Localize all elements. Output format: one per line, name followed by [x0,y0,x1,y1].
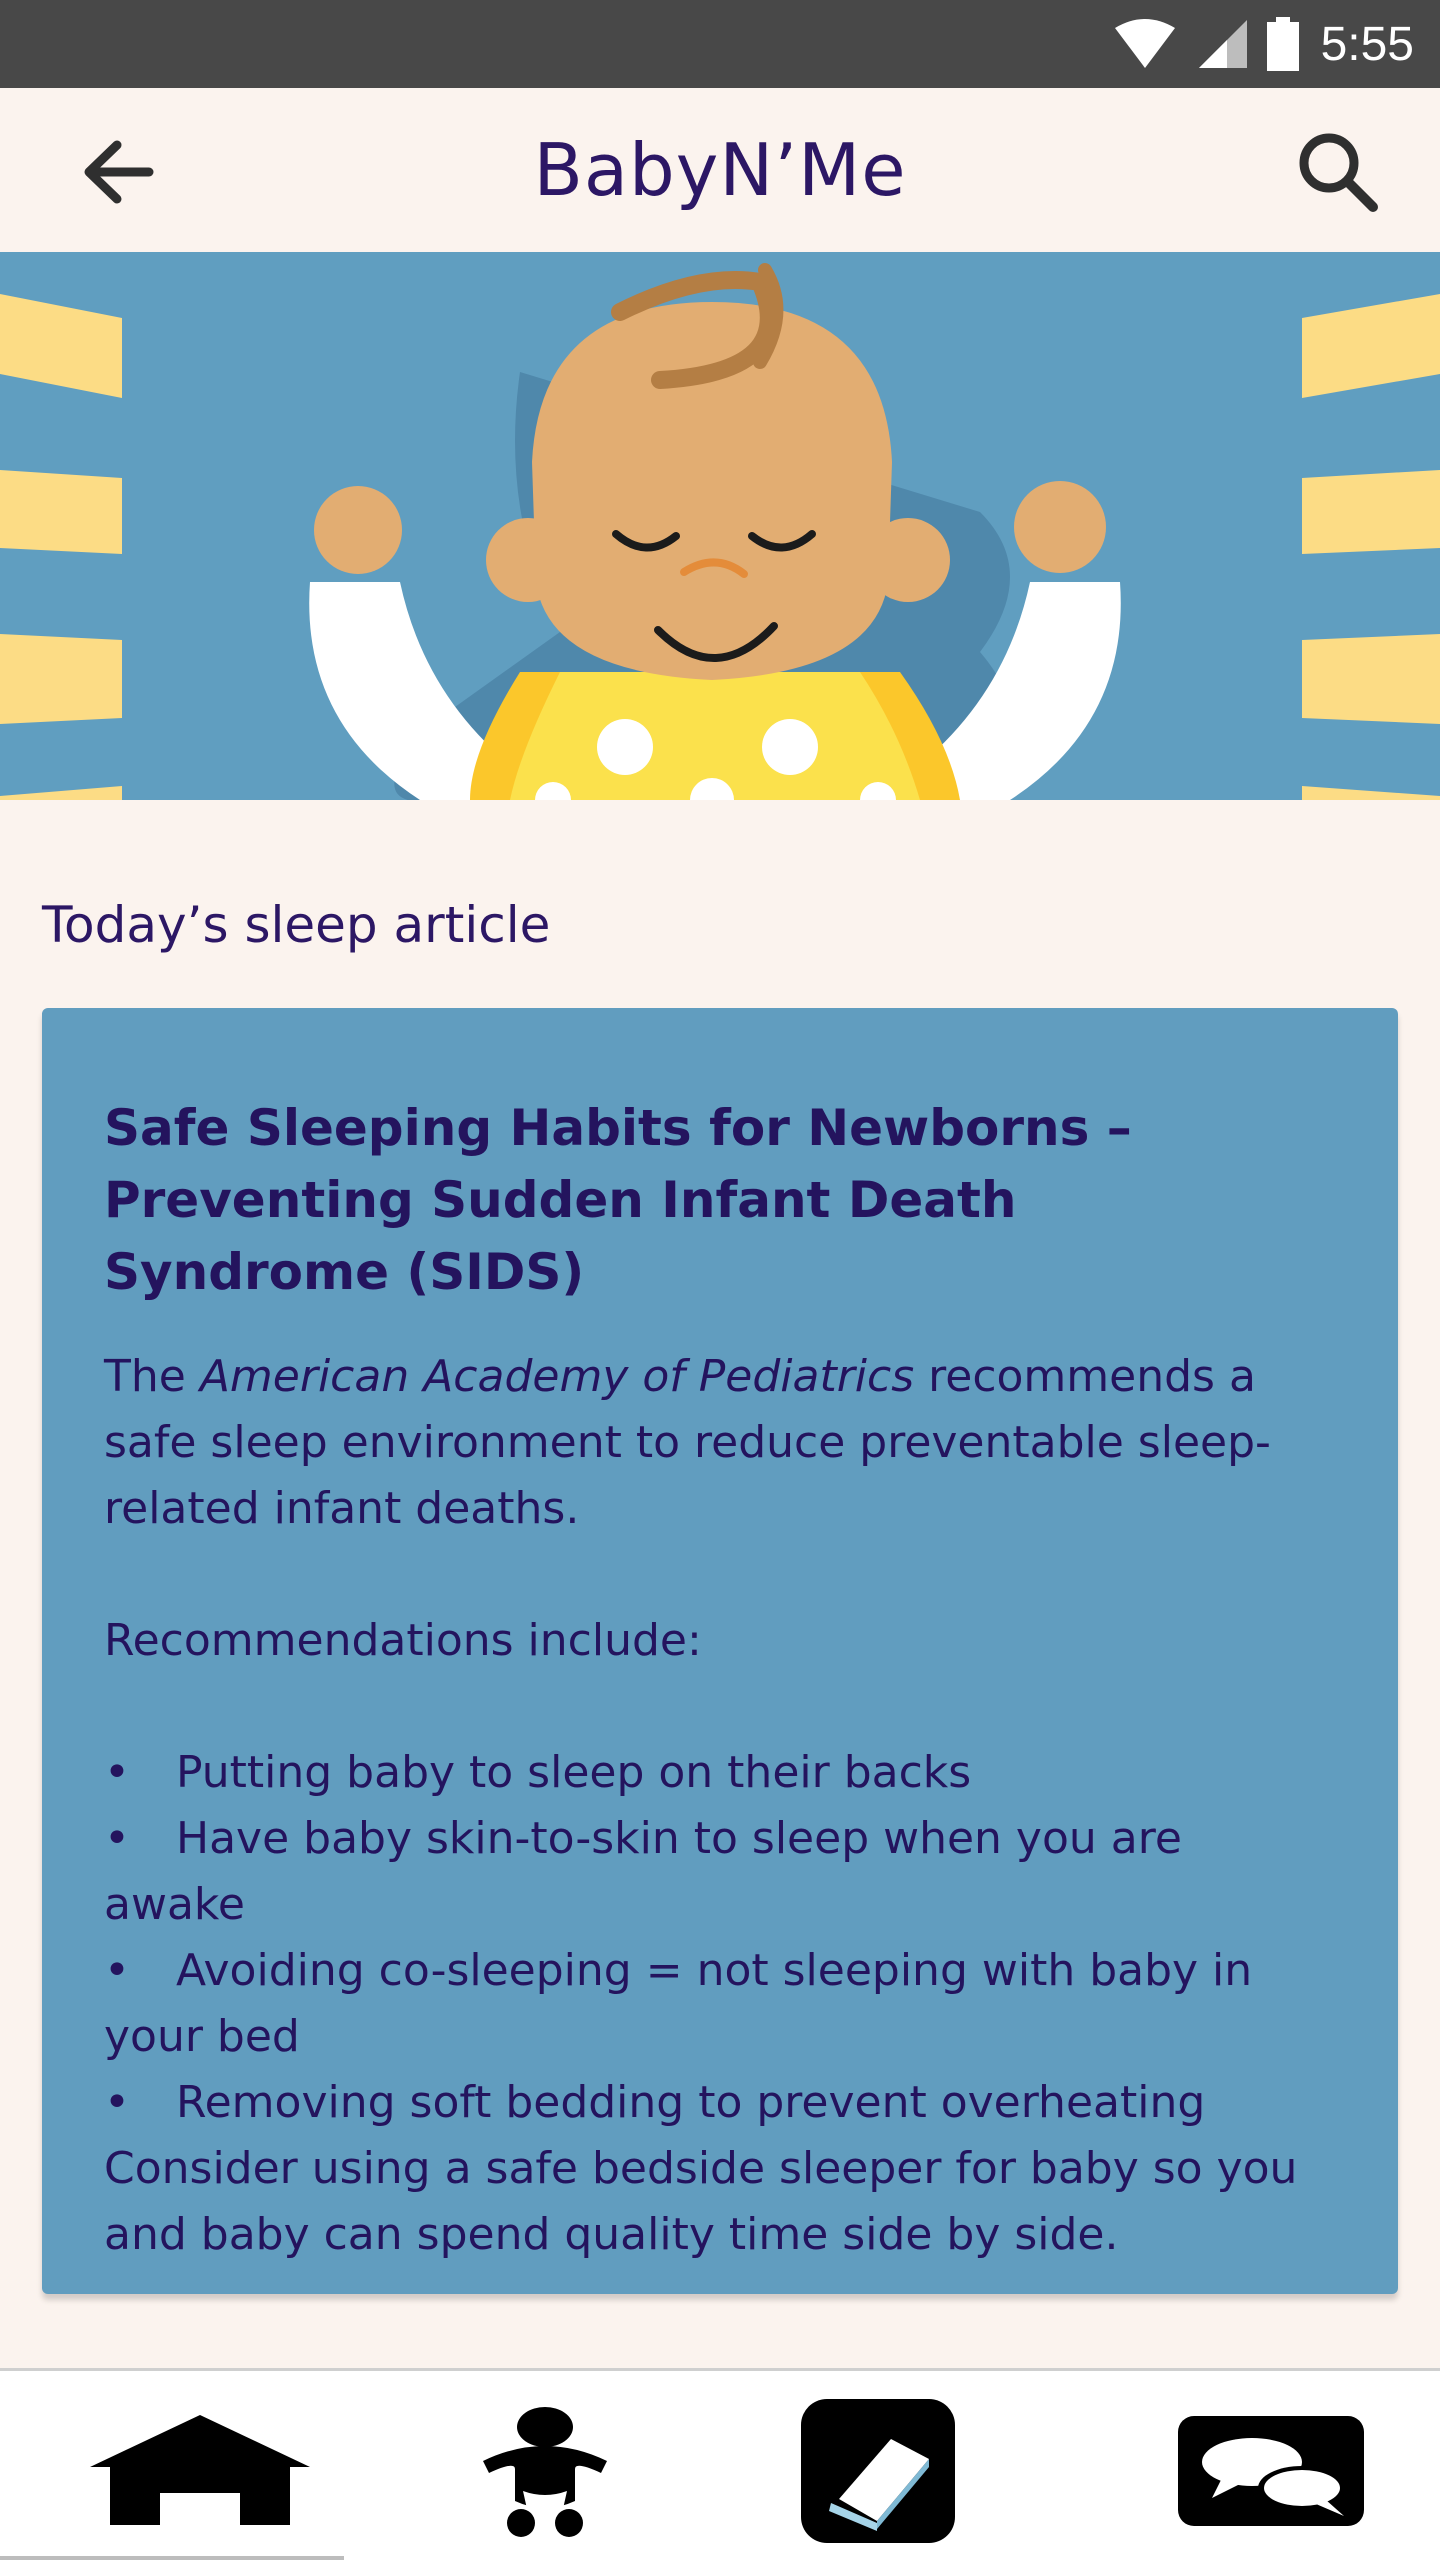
wifi-icon [1114,19,1175,68]
status-time: 5:55 [1320,17,1414,71]
nav-home[interactable] [88,2401,312,2541]
nav-articles[interactable] [800,2399,956,2543]
list-item: • Have baby skin-to-skin to sleep when yo… [104,1806,1336,1938]
bullet: • [104,1813,130,1864]
status-bar: 5:55 [0,0,1440,88]
bottom-navigation [0,2368,1440,2560]
battery-icon [1266,17,1299,71]
book-icon [801,2399,955,2543]
list-item: • Avoiding co-sleeping = not sleeping wit… [104,1938,1336,2070]
status-icons [1113,17,1299,71]
bullet: • [104,1945,130,1996]
sleeping-baby-illustration [0,263,1440,800]
home-icon [90,2415,310,2525]
chat-bubbles-icon [1178,2416,1364,2526]
article-closing: Consider using a safe bedside sleeper fo… [104,2143,1298,2260]
list-item-text: Have baby skin-to-skin to sleep when you… [104,1813,1182,1930]
search-icon [1299,133,1378,212]
list-item: • Removing soft bedding to prevent overhe… [104,2070,1336,2136]
app-title: BabyN’Me [533,128,907,212]
article-intro: The American Academy of Pediatrics recom… [104,1344,1336,1542]
list-item-text: Putting baby to sleep on their backs [176,1747,972,1798]
intro-emphasis: American Academy of Pediatrics [199,1351,915,1402]
cell-signal-icon [1198,20,1247,68]
section-heading: Today’s sleep article [42,896,551,954]
nav-chat[interactable] [1176,2401,1366,2541]
recommendations-heading: Recommendations include: [104,1615,702,1666]
app-bar: BabyN’Me [0,88,1440,252]
article-card[interactable]: Safe Sleeping Habits for Newborns – Prev… [42,1008,1398,2294]
baby-icon [483,2407,607,2537]
list-item-text: Removing soft bedding to prevent overhea… [176,2077,1206,2128]
hero-banner [0,252,1440,800]
article-title: Safe Sleeping Habits for Newborns – Prev… [104,1099,1132,1301]
nav-indicator [0,2556,344,2560]
arrow-left-icon [84,140,154,204]
article-body: The American Academy of Pediatrics recom… [104,1344,1336,2268]
intro-suffix: recommends a safe sleep environment to r… [104,1351,1271,1534]
bullet: • [104,1747,130,1798]
search-button[interactable] [1290,124,1386,220]
list-item-text: Avoiding co-sleeping = not sleeping with… [104,1945,1253,2062]
recommendations-list: • Putting baby to sleep on their backs • H… [104,1740,1336,2136]
nav-baby[interactable] [470,2401,620,2541]
list-item: • Putting baby to sleep on their backs [104,1740,1336,1806]
back-button[interactable] [70,130,166,214]
bullet: • [104,2077,130,2128]
intro-prefix: The [104,1351,200,1402]
